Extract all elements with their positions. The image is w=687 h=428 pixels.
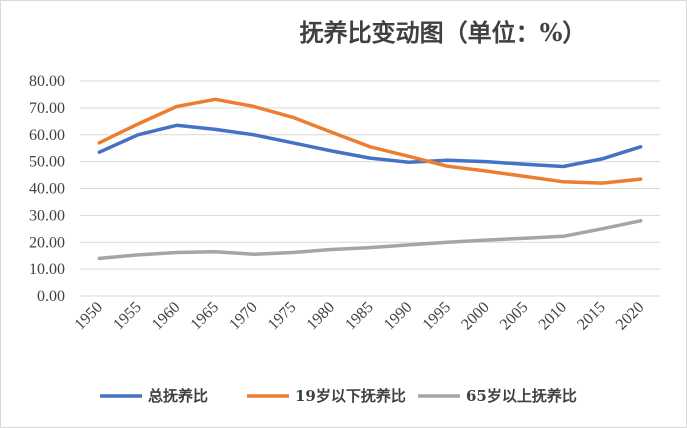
y-tick-label: 20.00 xyxy=(29,234,65,251)
x-tick-label: 2015 xyxy=(574,299,609,334)
y-tick-label: 0.00 xyxy=(37,288,65,305)
y-axis-ticks: 0.00 10.00 20.00 30.00 40.00 50.00 60.00 70.00 8… xyxy=(29,73,65,305)
series-line-2 xyxy=(97,219,643,261)
gridlines xyxy=(80,80,660,297)
y-tick-label: 50.00 xyxy=(29,154,65,171)
x-tick-label: 2020 xyxy=(613,299,648,334)
x-tick-label: 1990 xyxy=(381,299,416,334)
x-tick-label: 2010 xyxy=(536,299,571,334)
x-tick-label: 1975 xyxy=(265,299,300,334)
x-tick-label: 1985 xyxy=(342,299,377,334)
x-tick-label: 1995 xyxy=(420,299,455,334)
series-lines xyxy=(97,97,643,261)
x-axis-ticks: 1950 1955 1960 1965 1970 1975 1980 1985 1990 1995… xyxy=(72,299,648,334)
y-tick-label: 30.00 xyxy=(29,207,65,224)
x-tick-label: 1960 xyxy=(149,299,184,334)
chart-title: 抚养比变动图（单位：%） xyxy=(300,18,587,47)
legend-label-1: 19岁以下抚养比 xyxy=(295,387,406,405)
x-tick-label: 1965 xyxy=(188,299,223,334)
x-tick-label: 2005 xyxy=(497,299,532,334)
x-tick-label: 2000 xyxy=(458,299,493,334)
x-tick-label: 1950 xyxy=(72,299,107,334)
y-tick-label: 70.00 xyxy=(29,100,65,117)
y-tick-label: 80.00 xyxy=(29,73,65,90)
x-tick-label: 1970 xyxy=(226,299,261,334)
y-tick-label: 40.00 xyxy=(29,181,65,198)
x-tick-label: 1980 xyxy=(304,299,339,334)
series-line-0 xyxy=(97,123,643,169)
series-line-1 xyxy=(97,97,643,185)
legend: 总抚养比 19岁以下抚养比 65岁以上抚养比 xyxy=(100,387,577,405)
y-tick-label: 60.00 xyxy=(29,127,65,144)
x-tick-label: 1955 xyxy=(110,299,145,334)
legend-label-2: 65岁以上抚养比 xyxy=(466,387,577,405)
legend-label-0: 总抚养比 xyxy=(148,387,208,405)
y-tick-label: 10.00 xyxy=(29,261,65,278)
